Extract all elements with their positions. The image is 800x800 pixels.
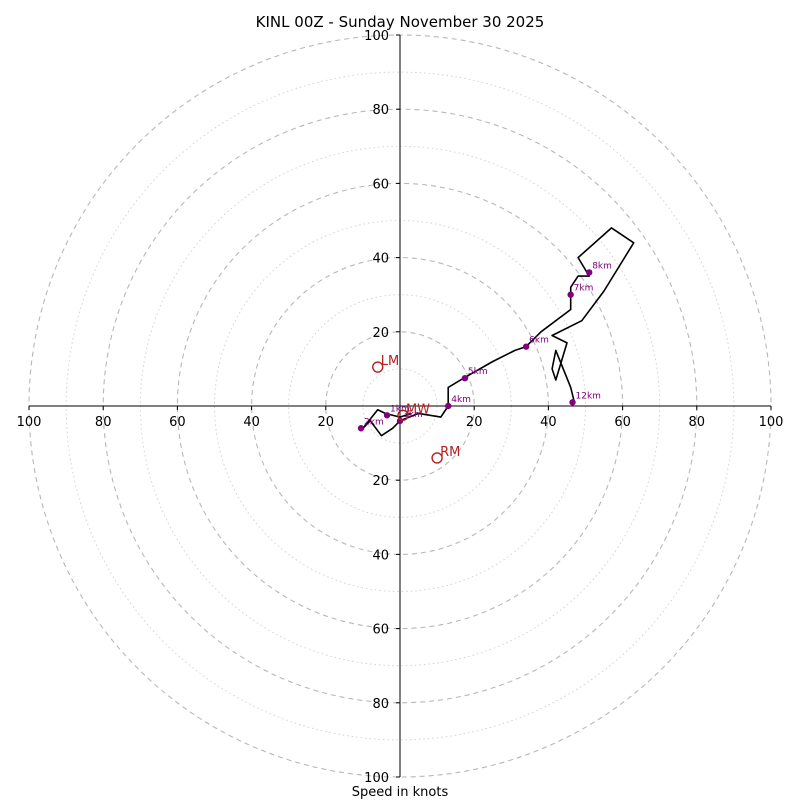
- y-tick-label: 40: [372, 548, 389, 563]
- y-tick-label: 100: [364, 29, 389, 44]
- height-marker-label: 12km: [576, 391, 601, 401]
- y-tick-label: 100: [364, 771, 389, 786]
- height-markers: 1km 2km 3km 4km 5km 6km 7km 8km 12km: [357, 261, 612, 432]
- x-axis-label: Speed in knots: [352, 785, 449, 800]
- height-marker-label: 7km: [574, 284, 594, 294]
- x-tick-label: 40: [243, 415, 260, 430]
- y-tick-label: 80: [372, 697, 389, 712]
- x-tick-label: 20: [318, 415, 335, 430]
- height-marker-label: 6km: [529, 336, 549, 346]
- y-tick-label: 60: [372, 623, 389, 638]
- height-marker-point: [357, 425, 365, 432]
- storm-motion-markers: LM MW RM: [372, 354, 460, 464]
- y-tick-label: 60: [372, 177, 389, 192]
- axes: [29, 35, 771, 777]
- x-tick-label: 60: [614, 415, 631, 430]
- height-marker-label: 1km: [390, 404, 410, 414]
- y-tick-label: 80: [372, 103, 389, 118]
- x-tick-labels: 100 80 60 40 20 20 40 60 80 100: [17, 406, 784, 430]
- height-marker-label: 5km: [468, 367, 488, 377]
- storm-motion-label: LM: [381, 354, 399, 369]
- height-marker-point: [569, 399, 576, 406]
- hodograph-trace: [362, 227, 635, 437]
- height-marker-label: 8km: [592, 261, 612, 271]
- chart-title: KINL 00Z - Sunday November 30 2025: [256, 13, 545, 31]
- height-marker-point: [396, 417, 404, 425]
- y-tick-label: 20: [372, 326, 389, 341]
- y-tick-label: 20: [372, 474, 389, 489]
- height-marker-point: [586, 269, 593, 276]
- storm-motion-label: RM: [440, 445, 460, 460]
- x-tick-label: 80: [689, 415, 706, 430]
- x-tick-label: 20: [466, 415, 483, 430]
- x-tick-label: 60: [169, 415, 186, 430]
- height-marker-point: [567, 291, 574, 298]
- storm-motion-label: MW: [406, 402, 430, 417]
- height-marker-point: [383, 412, 391, 419]
- y-tick-labels: 100 80 60 40 20 20 40 60 80 100: [364, 29, 400, 786]
- x-tick-label: 40: [540, 415, 557, 430]
- x-tick-label: 80: [95, 415, 112, 430]
- height-marker-label: 4km: [451, 395, 471, 405]
- height-marker-label: 2km: [364, 417, 384, 427]
- height-marker-point: [522, 343, 530, 350]
- storm-motion-point: [372, 361, 384, 373]
- storm-motion-point: [431, 452, 443, 464]
- height-marker-label: 3km: [403, 410, 423, 420]
- x-tick-label: 100: [759, 415, 784, 430]
- y-tick-label: 40: [372, 252, 389, 267]
- height-marker-point: [445, 402, 452, 410]
- height-marker-point: [461, 374, 469, 382]
- x-tick-label: 100: [17, 415, 42, 430]
- storm-motion-point: [397, 409, 409, 421]
